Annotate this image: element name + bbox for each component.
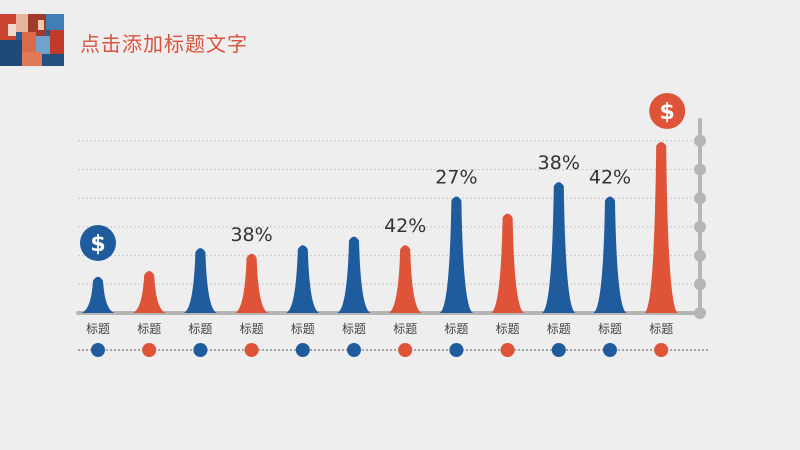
bar: [388, 245, 423, 313]
dollar-icon: [80, 225, 116, 261]
bar: [541, 182, 576, 313]
right-axis-knob: [694, 278, 706, 291]
bar: [285, 245, 320, 313]
logo-thumbnail: [0, 14, 64, 66]
bars: [81, 142, 679, 313]
category-label: 标题: [342, 322, 366, 336]
bar: [337, 236, 371, 313]
data-labels: 38% 42% 27% 38% 42%: [230, 152, 631, 246]
bar: [439, 196, 474, 313]
legend-dot: [449, 343, 464, 357]
legend-dot: [244, 343, 259, 357]
legend-dot: [295, 343, 310, 357]
category-label: 标题: [240, 322, 264, 336]
legend-dot: [603, 343, 617, 357]
right-axis-knob: [694, 249, 706, 262]
bar: [132, 271, 167, 313]
category-label: 标题: [86, 322, 110, 336]
dollar-symbol: $: [660, 100, 675, 125]
data-label: 42%: [589, 166, 631, 188]
category-label: 标题: [444, 322, 468, 336]
legend-dot: [91, 343, 105, 357]
page-title: 点击添加标题文字: [80, 32, 248, 56]
bar: [490, 213, 525, 313]
legend-dot: [142, 343, 157, 357]
legend-dot: [193, 343, 208, 357]
bar: [593, 196, 627, 313]
right-axis: [694, 118, 706, 319]
right-axis-knob: [694, 163, 706, 176]
data-label: 42%: [384, 215, 426, 237]
category-label: 标题: [188, 322, 212, 336]
data-label: 38%: [230, 224, 272, 246]
category-label: 标题: [393, 322, 417, 336]
bar: [81, 276, 115, 313]
bar: [234, 253, 269, 313]
category-label: 标题: [649, 322, 673, 336]
data-label: 27%: [435, 166, 477, 188]
category-label: 标题: [547, 322, 571, 336]
legend-dot: [500, 343, 515, 357]
dollar-symbol: $: [90, 232, 105, 257]
legend-dot: [398, 343, 413, 357]
right-axis-knob: [694, 134, 706, 147]
dollar-icon: [649, 93, 686, 129]
legend-dot: [347, 343, 361, 357]
data-label: 38%: [538, 152, 580, 174]
category-labels: 标题 标题 标题 标题 标题 标题 标题 标题 标题 标题 标题 标题: [86, 322, 673, 336]
category-label: 标题: [137, 322, 161, 336]
category-label: 标题: [496, 322, 520, 336]
right-axis-knob: [694, 220, 706, 233]
bar: [644, 142, 679, 313]
category-label: 标题: [291, 322, 315, 336]
bar: [183, 248, 218, 313]
right-axis-knob: [694, 192, 706, 205]
legend-dots-row: [78, 343, 708, 357]
legend-dot: [551, 343, 566, 357]
dollar-markers: $$: [80, 93, 686, 261]
right-axis-knob: [694, 307, 706, 319]
legend-dot: [654, 343, 669, 357]
category-label: 标题: [598, 322, 622, 336]
